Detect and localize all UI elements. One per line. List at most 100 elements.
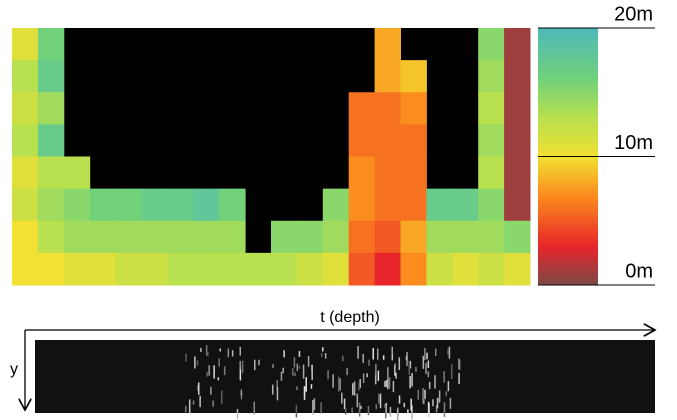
heatmap-cell bbox=[504, 189, 530, 222]
texture-stroke bbox=[397, 408, 399, 420]
heatmap-cell bbox=[375, 60, 401, 93]
texture-stroke bbox=[189, 399, 191, 413]
heatmap-cell bbox=[219, 221, 245, 254]
texture-stroke bbox=[314, 398, 316, 410]
texture-stroke bbox=[395, 373, 397, 379]
texture-stroke bbox=[292, 368, 294, 376]
texture-stroke bbox=[206, 372, 208, 377]
texture-stroke bbox=[352, 383, 354, 395]
heatmap-cell bbox=[167, 221, 193, 254]
texture-stroke bbox=[185, 406, 187, 412]
heatmap-cell bbox=[478, 189, 504, 222]
texture-stroke bbox=[327, 370, 329, 379]
texture-stroke bbox=[404, 403, 406, 407]
texture-stroke bbox=[451, 364, 453, 379]
texture-stroke bbox=[428, 402, 430, 417]
heatmap-cell bbox=[116, 253, 142, 286]
heatmap-cell bbox=[245, 253, 271, 286]
heatmap-cell bbox=[64, 253, 90, 286]
texture-stroke bbox=[218, 358, 220, 366]
texture-stroke bbox=[409, 376, 411, 389]
texture-stroke bbox=[424, 390, 426, 399]
texture-stroke bbox=[303, 364, 305, 378]
texture-stroke bbox=[221, 390, 223, 404]
heatmap-cell bbox=[504, 221, 530, 254]
texture-stroke bbox=[399, 395, 401, 403]
texture-stroke bbox=[377, 349, 379, 360]
heatmap-cell bbox=[349, 124, 375, 157]
texture-stroke bbox=[428, 361, 430, 368]
texture-stroke bbox=[185, 354, 187, 362]
heatmap-cell bbox=[478, 157, 504, 190]
heatmap-cell bbox=[12, 253, 38, 286]
texture-stroke bbox=[200, 348, 202, 352]
texture-stroke bbox=[372, 348, 374, 359]
texture-stroke bbox=[359, 403, 361, 417]
texture-stroke bbox=[423, 356, 425, 369]
texture-stroke bbox=[389, 377, 391, 388]
heatmap-cell bbox=[426, 221, 452, 254]
texture-stroke bbox=[210, 387, 212, 395]
colorbar-tick-label: 20m bbox=[614, 3, 653, 25]
heatmap-cell bbox=[142, 253, 168, 286]
heatmap-cell bbox=[349, 92, 375, 125]
texture-stroke bbox=[428, 371, 430, 377]
colorbar-tick-label: 0m bbox=[625, 260, 653, 282]
texture-stroke bbox=[380, 394, 382, 408]
texture-stroke bbox=[321, 353, 323, 357]
texture-stroke bbox=[449, 347, 451, 359]
heatmap-cell bbox=[504, 28, 530, 61]
texture-stroke bbox=[425, 363, 427, 374]
texture-stroke bbox=[254, 360, 256, 370]
heatmap-cell bbox=[375, 189, 401, 222]
heatmap-cell bbox=[478, 28, 504, 61]
heatmap-cell bbox=[90, 221, 116, 254]
heatmap-cell bbox=[452, 253, 478, 286]
texture-stroke bbox=[254, 402, 256, 415]
texture-stroke bbox=[219, 348, 221, 351]
texture-stroke bbox=[383, 355, 385, 360]
texture-stroke bbox=[272, 385, 274, 395]
heatmap-cell bbox=[349, 157, 375, 190]
texture-stroke bbox=[282, 368, 284, 373]
heatmap-cell bbox=[452, 221, 478, 254]
texture-stroke bbox=[437, 398, 439, 409]
texture-stroke bbox=[392, 353, 394, 360]
heatmap-cell bbox=[375, 221, 401, 254]
texture-stroke bbox=[304, 386, 306, 400]
texture-stroke bbox=[242, 361, 244, 374]
texture-stroke bbox=[311, 365, 313, 371]
heatmap-cell bbox=[478, 221, 504, 254]
texture-stroke bbox=[362, 354, 364, 363]
heatmap-cell bbox=[323, 221, 349, 254]
heatmap-cell bbox=[38, 189, 64, 222]
heatmap-cell bbox=[426, 253, 452, 286]
texture-stroke bbox=[305, 377, 307, 391]
heatmap-cell bbox=[38, 92, 64, 125]
texture-stroke bbox=[368, 360, 370, 366]
heatmap-cell bbox=[375, 28, 401, 61]
texture-stroke bbox=[224, 366, 226, 375]
heatmap-cell bbox=[64, 221, 90, 254]
texture-stroke bbox=[296, 405, 298, 418]
heatmap-cell bbox=[478, 60, 504, 93]
texture-stroke bbox=[409, 361, 411, 375]
texture-stroke bbox=[207, 352, 209, 356]
heatmap-cell bbox=[504, 157, 530, 190]
heatmap-cell bbox=[219, 253, 245, 286]
texture-stroke bbox=[299, 366, 301, 369]
heatmap-cell bbox=[12, 60, 38, 93]
texture-stroke bbox=[312, 400, 314, 415]
texture-stroke bbox=[422, 388, 424, 403]
texture-stroke bbox=[296, 386, 298, 390]
heatmap-cell bbox=[375, 253, 401, 286]
heatmap-cell bbox=[297, 253, 323, 286]
texture-stroke bbox=[429, 382, 431, 389]
texture-stroke bbox=[444, 402, 446, 416]
heatmap-cell bbox=[401, 92, 427, 125]
heatmap-cell bbox=[193, 221, 219, 254]
texture-stroke bbox=[357, 346, 359, 359]
heatmap-cell bbox=[12, 157, 38, 190]
texture-stroke bbox=[341, 393, 343, 404]
texture-stroke bbox=[342, 356, 344, 362]
